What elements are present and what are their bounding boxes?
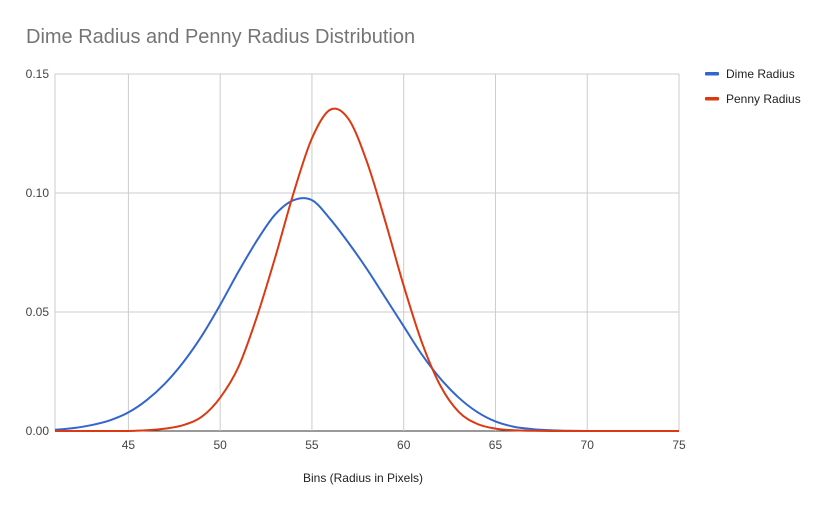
x-axis-title: Bins (Radius in Pixels) <box>303 471 423 485</box>
dime-radius-legend-label: Dime Radius <box>726 67 795 81</box>
x-tick-label: 70 <box>581 438 595 452</box>
penny-radius-series-line <box>55 107 679 432</box>
y-tick-label: 0.05 <box>26 305 50 319</box>
x-tick-label: 75 <box>672 438 686 452</box>
x-tick-label: 65 <box>489 438 503 452</box>
penny-radius-legend-swatch <box>705 97 719 101</box>
y-tick-label: 0.00 <box>26 424 50 438</box>
penny-radius-legend-label: Penny Radius <box>726 92 801 106</box>
dime-radius-legend-swatch <box>705 72 719 76</box>
y-tick-label: 0.15 <box>26 67 50 81</box>
x-tick-label: 60 <box>397 438 411 452</box>
chart-title: Dime Radius and Penny Radius Distributio… <box>26 26 416 48</box>
y-tick-label: 0.10 <box>26 186 50 200</box>
x-tick-label: 50 <box>213 438 227 452</box>
x-tick-label: 55 <box>305 438 319 452</box>
x-tick-label: 45 <box>122 438 136 452</box>
dime-radius-series-line <box>54 197 679 432</box>
